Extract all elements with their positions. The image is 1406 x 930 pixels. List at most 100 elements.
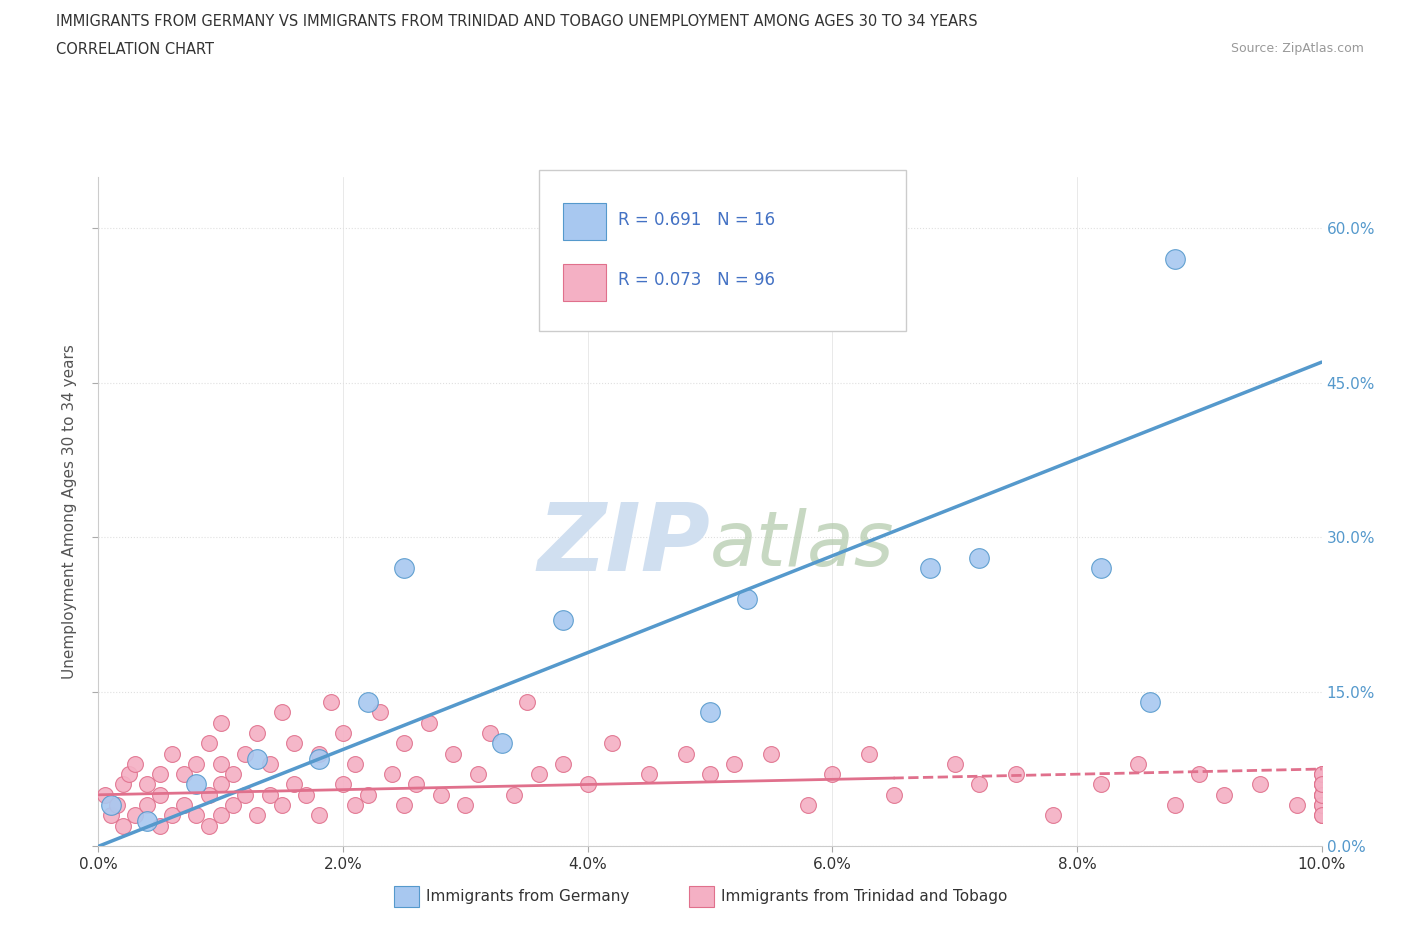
Point: [209, 715, 232, 730]
Point: [209, 756, 232, 771]
Point: [308, 746, 330, 761]
Point: [136, 813, 159, 828]
Point: [1139, 695, 1161, 710]
Point: [392, 736, 416, 751]
Point: [100, 808, 122, 823]
Point: [233, 746, 256, 761]
Point: [553, 756, 575, 771]
Point: [699, 705, 721, 720]
Point: [283, 777, 305, 792]
Point: [600, 736, 623, 751]
Point: [418, 715, 440, 730]
Bar: [564, 204, 606, 240]
Point: [1164, 798, 1187, 813]
Bar: [564, 264, 606, 300]
Point: [553, 612, 575, 627]
Point: [405, 777, 427, 792]
Point: [516, 695, 538, 710]
Point: [797, 798, 820, 813]
Point: [186, 808, 208, 823]
Point: [118, 766, 141, 781]
Point: [467, 766, 489, 781]
Point: [186, 777, 208, 792]
Point: [920, 561, 942, 576]
Point: [111, 777, 134, 792]
Point: [319, 695, 342, 710]
Point: [136, 777, 159, 792]
Text: Immigrants from Trinidad and Tobago: Immigrants from Trinidad and Tobago: [721, 889, 1008, 904]
Point: [356, 695, 378, 710]
Point: [527, 766, 550, 781]
Point: [197, 736, 219, 751]
Point: [1310, 788, 1333, 803]
Text: Immigrants from Germany: Immigrants from Germany: [426, 889, 630, 904]
Point: [1164, 252, 1187, 267]
Point: [233, 788, 256, 803]
Point: [858, 746, 880, 761]
Point: [368, 705, 391, 720]
Point: [344, 798, 367, 813]
Point: [1310, 788, 1333, 803]
Point: [160, 808, 183, 823]
Point: [124, 808, 146, 823]
Point: [1310, 798, 1333, 813]
Point: [454, 798, 477, 813]
Point: [160, 746, 183, 761]
Point: [197, 818, 219, 833]
Text: ZIP: ZIP: [537, 499, 710, 591]
Point: [1310, 766, 1333, 781]
Point: [576, 777, 599, 792]
Point: [1310, 798, 1333, 813]
Point: [883, 788, 905, 803]
Point: [344, 756, 367, 771]
Point: [105, 798, 128, 813]
Text: R = 0.691   N = 16: R = 0.691 N = 16: [619, 211, 776, 229]
Point: [1212, 788, 1234, 803]
Point: [259, 788, 281, 803]
Point: [173, 798, 195, 813]
Point: [149, 766, 172, 781]
Point: [967, 551, 990, 565]
Point: [1310, 777, 1333, 792]
Point: [124, 756, 146, 771]
Text: IMMIGRANTS FROM GERMANY VS IMMIGRANTS FROM TRINIDAD AND TOBAGO UNEMPLOYMENT AMON: IMMIGRANTS FROM GERMANY VS IMMIGRANTS FR…: [56, 14, 977, 29]
Point: [1310, 777, 1333, 792]
Point: [723, 756, 745, 771]
Point: [173, 766, 195, 781]
Point: [93, 788, 115, 803]
Point: [759, 746, 782, 761]
Point: [197, 788, 219, 803]
Point: [136, 798, 159, 813]
Point: [1310, 788, 1333, 803]
Point: [308, 751, 330, 766]
FancyBboxPatch shape: [538, 170, 905, 331]
Point: [209, 777, 232, 792]
Point: [209, 808, 232, 823]
Point: [149, 818, 172, 833]
Point: [111, 818, 134, 833]
Point: [478, 725, 501, 740]
Point: [392, 798, 416, 813]
Point: [222, 766, 245, 781]
Point: [1249, 777, 1271, 792]
Point: [1310, 777, 1333, 792]
Point: [675, 746, 697, 761]
Point: [1042, 808, 1064, 823]
Point: [308, 808, 330, 823]
Y-axis label: Unemployment Among Ages 30 to 34 years: Unemployment Among Ages 30 to 34 years: [62, 344, 77, 679]
Point: [246, 725, 269, 740]
Point: [430, 788, 453, 803]
Point: [356, 788, 378, 803]
Point: [1004, 766, 1026, 781]
Point: [186, 756, 208, 771]
Point: [735, 591, 758, 606]
Point: [332, 725, 354, 740]
Point: [246, 751, 269, 766]
Point: [441, 746, 464, 761]
Point: [699, 766, 721, 781]
Point: [149, 788, 172, 803]
Point: [100, 798, 122, 813]
Text: atlas: atlas: [710, 508, 894, 582]
Point: [1090, 777, 1112, 792]
Point: [943, 756, 966, 771]
